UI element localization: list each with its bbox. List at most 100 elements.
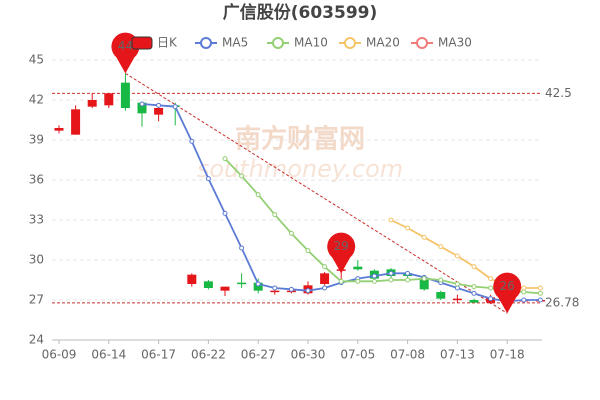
ma-point bbox=[156, 102, 162, 108]
ma-point bbox=[521, 285, 527, 291]
candle-body bbox=[220, 286, 230, 291]
pin bbox=[493, 272, 522, 314]
ma-point bbox=[521, 289, 527, 295]
ma-point bbox=[222, 156, 228, 162]
legend-marker bbox=[200, 37, 212, 49]
watermark: 南方财富网 bbox=[235, 124, 365, 155]
ma-point bbox=[239, 173, 245, 179]
ma-point bbox=[371, 273, 377, 279]
ma-point bbox=[338, 278, 344, 284]
ma-point bbox=[371, 278, 377, 284]
pin-label: 29 bbox=[334, 239, 349, 253]
ma-point bbox=[388, 277, 394, 283]
ma-point bbox=[322, 285, 328, 291]
x-tick-label: 07-05 bbox=[340, 348, 375, 362]
pin-label: 26 bbox=[500, 279, 515, 293]
ma-point bbox=[421, 276, 427, 282]
legend-candle bbox=[131, 36, 153, 50]
x-tick-label: 07-08 bbox=[390, 348, 425, 362]
candle-body bbox=[71, 109, 81, 135]
legend-marker bbox=[416, 37, 428, 49]
legend-label: MA5 bbox=[222, 36, 248, 50]
candle-body bbox=[54, 128, 64, 131]
candle-body bbox=[120, 82, 130, 108]
trend-line bbox=[125, 72, 508, 314]
candle-body bbox=[237, 282, 247, 285]
chart-title: 广信股份(603599) bbox=[223, 2, 378, 23]
ma-point bbox=[139, 101, 145, 107]
legend-marker bbox=[272, 37, 284, 49]
y-tick-label: 45 bbox=[29, 53, 44, 67]
candle-body bbox=[87, 100, 97, 107]
legend-marker bbox=[344, 37, 356, 49]
ma-point bbox=[172, 104, 178, 110]
x-tick-label: 06-22 bbox=[191, 348, 226, 362]
pin-label: 44 bbox=[118, 39, 133, 53]
ma-point bbox=[355, 278, 361, 284]
ma-point bbox=[521, 297, 527, 303]
reference-label: 42.5 bbox=[545, 86, 572, 100]
y-tick-label: 36 bbox=[29, 173, 44, 187]
ma-point bbox=[488, 276, 494, 282]
ma-point bbox=[421, 234, 427, 240]
candle-body bbox=[253, 282, 263, 291]
ma-point bbox=[239, 245, 245, 251]
x-tick-label: 06-17 bbox=[141, 348, 176, 362]
ma-point bbox=[405, 225, 411, 231]
ma-point bbox=[471, 290, 477, 296]
x-tick-label: 06-09 bbox=[42, 348, 77, 362]
y-tick-label: 42 bbox=[29, 93, 44, 107]
legend-label: MA20 bbox=[366, 36, 400, 50]
x-tick-label: 06-14 bbox=[91, 348, 126, 362]
candle-body bbox=[353, 266, 363, 270]
ma-point bbox=[288, 286, 294, 292]
ma-point bbox=[272, 285, 278, 291]
candle-body bbox=[436, 292, 446, 299]
legend-label: MA30 bbox=[438, 36, 472, 50]
candle-body bbox=[187, 274, 197, 284]
reference-label: 26.78 bbox=[545, 295, 579, 309]
x-tick-label: 06-30 bbox=[291, 348, 326, 362]
y-tick-label: 39 bbox=[29, 133, 44, 147]
ma-point bbox=[255, 192, 261, 198]
pin bbox=[327, 232, 356, 274]
ma-point bbox=[388, 270, 394, 276]
candle-body bbox=[452, 298, 462, 301]
ma-point bbox=[255, 281, 261, 287]
y-tick-label: 33 bbox=[29, 213, 44, 227]
watermark: southmoney.com bbox=[197, 155, 403, 183]
candle-body bbox=[270, 290, 280, 293]
ma-point bbox=[454, 253, 460, 259]
ma-point bbox=[488, 296, 494, 302]
ma-point bbox=[537, 285, 543, 291]
candle-body bbox=[154, 108, 164, 115]
y-tick-label: 30 bbox=[29, 253, 44, 267]
ma-point bbox=[205, 176, 211, 182]
ma-point bbox=[405, 270, 411, 276]
ma-point bbox=[322, 264, 328, 270]
x-tick-label: 06-27 bbox=[241, 348, 276, 362]
candle-body bbox=[320, 273, 330, 284]
candle-body bbox=[203, 281, 213, 288]
ma-point bbox=[438, 277, 444, 283]
candle-body bbox=[469, 300, 479, 303]
ma-point bbox=[305, 288, 311, 294]
ma-point bbox=[454, 281, 460, 287]
ma-point bbox=[305, 248, 311, 254]
ma-point bbox=[471, 264, 477, 270]
candle-body bbox=[104, 93, 114, 106]
legend-label: 日K bbox=[157, 36, 178, 50]
candle-body bbox=[137, 102, 147, 114]
ma-point bbox=[471, 284, 477, 290]
y-tick-label: 24 bbox=[29, 333, 44, 347]
candle-body bbox=[419, 278, 429, 290]
ma-point bbox=[405, 277, 411, 283]
ma-point bbox=[537, 297, 543, 303]
y-tick-label: 27 bbox=[29, 293, 44, 307]
ma-point bbox=[438, 244, 444, 250]
ma-point bbox=[388, 217, 394, 223]
ma-line bbox=[224, 158, 541, 295]
ma-point bbox=[222, 210, 228, 216]
ma-point bbox=[288, 230, 294, 236]
